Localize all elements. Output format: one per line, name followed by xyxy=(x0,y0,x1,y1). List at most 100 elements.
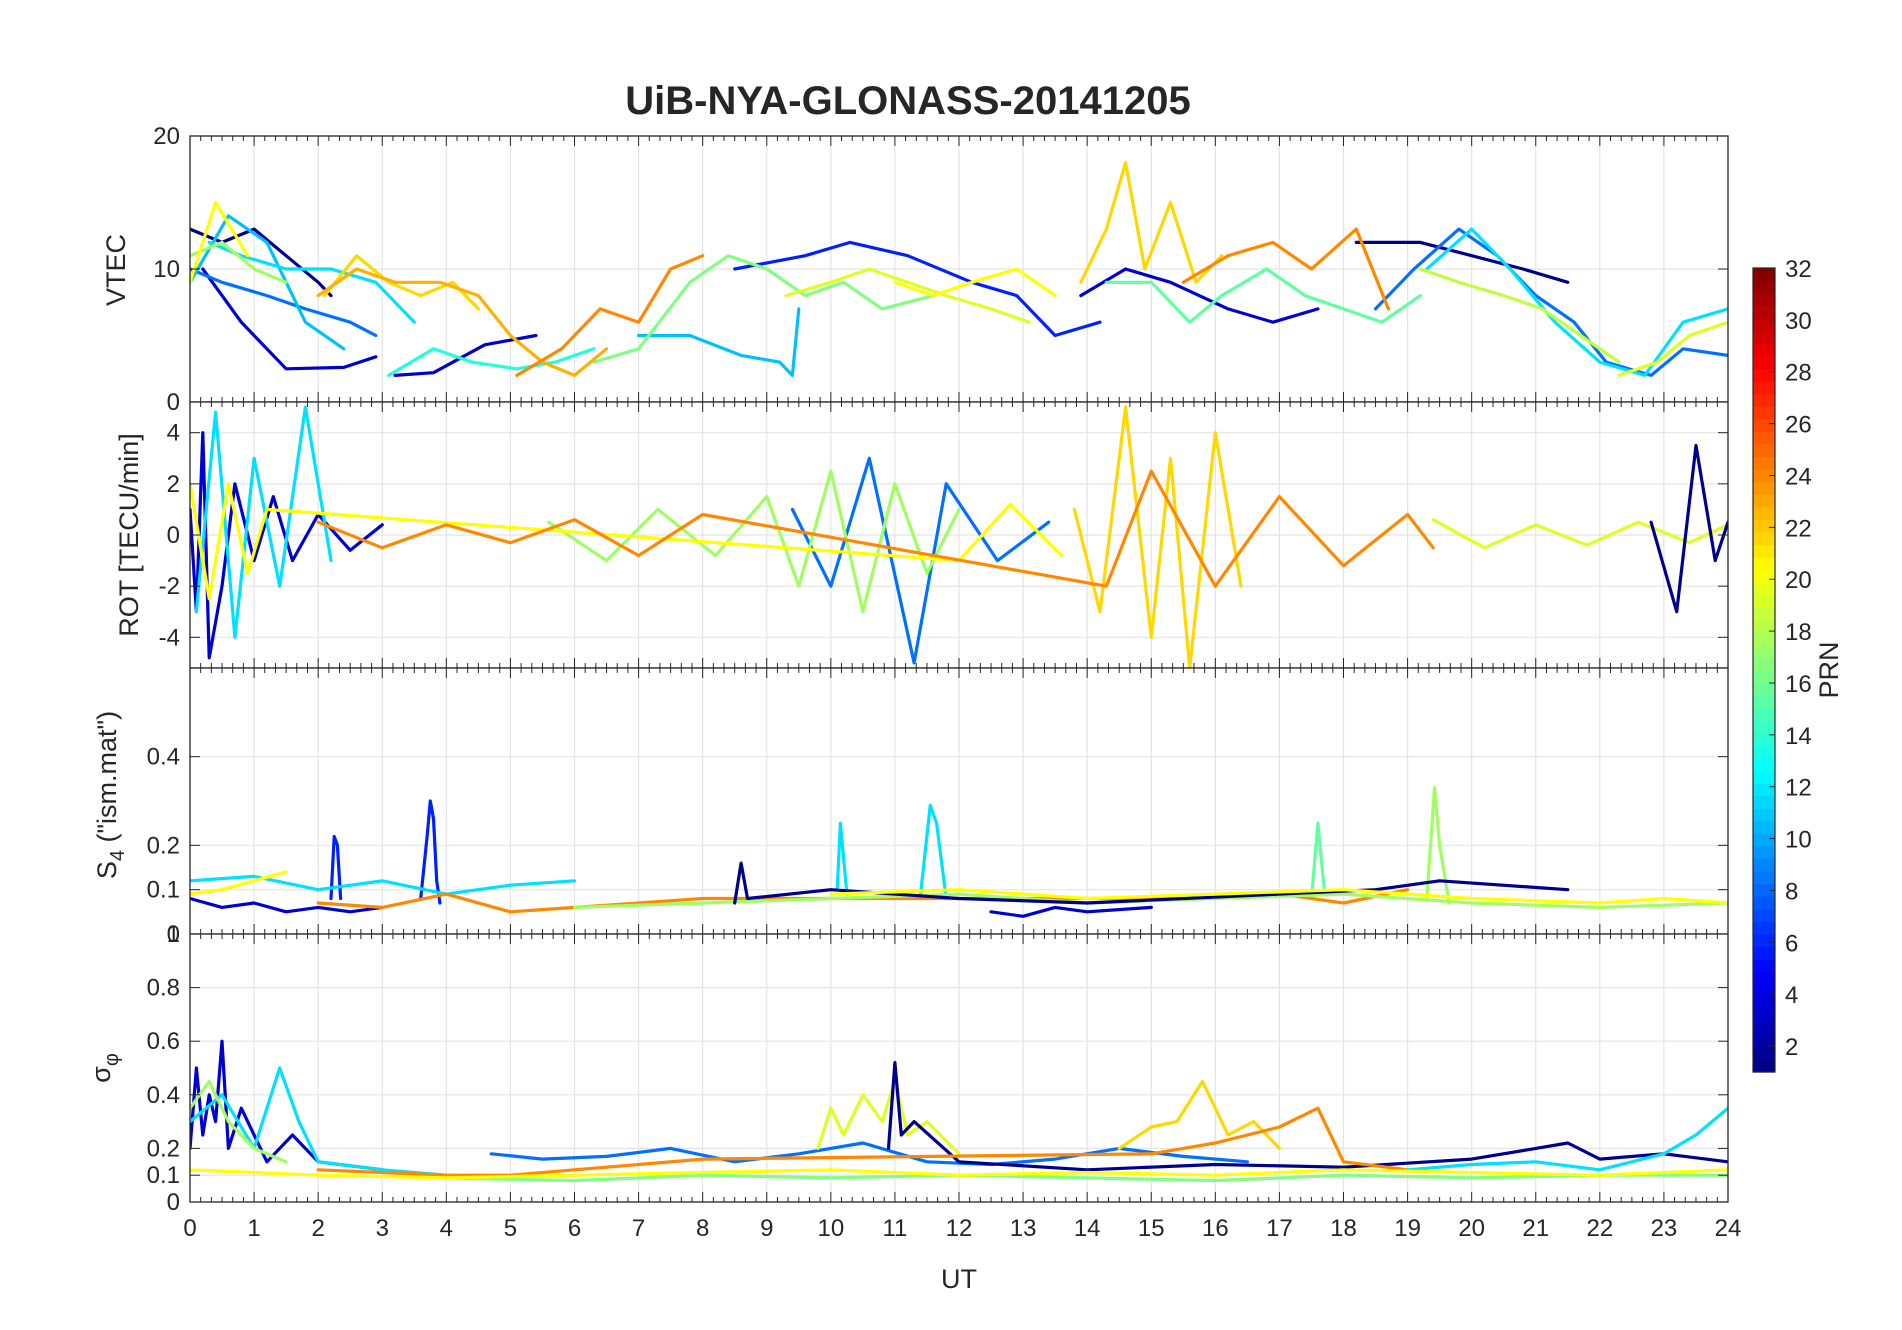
series-prn-24 xyxy=(316,469,1435,588)
x-tick-label: 6 xyxy=(568,1215,581,1242)
series-prn-21 xyxy=(190,1168,1728,1180)
y-tick-label: 10 xyxy=(153,256,180,283)
series-prn-5 xyxy=(419,799,442,905)
y-tick-label: 0.1 xyxy=(147,1162,180,1189)
y-tick-label: -2 xyxy=(159,573,180,600)
series-prn-18 xyxy=(190,1079,288,1164)
colorbar-segment xyxy=(1753,695,1775,709)
colorbar-segment xyxy=(1753,494,1775,508)
colorbar-segment xyxy=(1753,431,1775,445)
colorbar-segment xyxy=(1753,293,1775,307)
colorbar-tick-label: 8 xyxy=(1785,878,1798,905)
y-tick-label: 0.4 xyxy=(147,1082,180,1109)
colorbar-segment xyxy=(1753,330,1775,344)
colorbar-segment xyxy=(1753,368,1775,382)
colorbar-tick-label: 6 xyxy=(1785,930,1798,957)
series-group xyxy=(190,405,1728,668)
colorbar-tick-label: 4 xyxy=(1785,982,1798,1009)
x-ticks xyxy=(189,402,1729,668)
series-prn-11 xyxy=(636,307,801,377)
y-tick-label: 0.6 xyxy=(147,1028,180,1055)
colorbar-segment xyxy=(1753,607,1775,621)
x-tick-label: 21 xyxy=(1522,1215,1549,1242)
y-tick-label: -4 xyxy=(159,624,180,651)
panel-ROT: -4 -2 0 2 4 ROT [TECU/min] xyxy=(114,401,1729,669)
colorbar-segment xyxy=(1753,1009,1775,1023)
x-tick-label: 8 xyxy=(696,1215,709,1242)
colorbar-segment xyxy=(1753,481,1775,495)
y-tick-label: 0 xyxy=(167,1189,180,1216)
series-prn-3 xyxy=(989,905,1153,918)
colorbar-segment xyxy=(1753,732,1775,746)
x-ticks xyxy=(189,934,1729,1202)
series-prn-12 xyxy=(1425,227,1728,377)
series-prn-21 xyxy=(190,482,1064,601)
y-tick-label: 2 xyxy=(167,471,180,498)
colorbar-segment xyxy=(1753,506,1775,520)
y-axis-label: S4 ("ism.mat") xyxy=(92,711,129,879)
series-prn-16 xyxy=(1309,821,1326,901)
y-ticks: -4 -2 0 2 4 xyxy=(159,420,1728,651)
colorbar-segment xyxy=(1753,1021,1775,1035)
series-prn-19 xyxy=(1418,267,1621,364)
colorbar-segment xyxy=(1753,1046,1775,1061)
series-prn-21 xyxy=(190,870,288,896)
x-tick-label: 11 xyxy=(882,1215,907,1242)
series-prn-1 xyxy=(190,227,333,298)
x-tick-label: 16 xyxy=(1202,1215,1229,1242)
series-prn-18 xyxy=(1425,786,1451,905)
series-prn-8 xyxy=(190,267,378,338)
colorbar-segment xyxy=(1753,531,1775,545)
series-prn-18 xyxy=(547,469,961,614)
colorbar-segment xyxy=(1753,996,1775,1010)
series-prn-12 xyxy=(1405,1106,1728,1172)
x-tick-label: 3 xyxy=(376,1215,389,1242)
colorbar-segment xyxy=(1753,971,1775,985)
colorbar-tick-label: 28 xyxy=(1785,360,1812,387)
series-prn-17 xyxy=(592,254,936,364)
x-tick-label: 14 xyxy=(1074,1215,1101,1242)
colorbar-segment xyxy=(1753,544,1775,558)
series-group xyxy=(190,1039,1728,1183)
colorbar-segment xyxy=(1753,268,1775,282)
x-axis-label: UT xyxy=(941,1264,977,1294)
colorbar-segment xyxy=(1753,519,1775,533)
colorbar-segment xyxy=(1753,456,1775,470)
colorbar-segment xyxy=(1753,393,1775,407)
colorbar-segment xyxy=(1753,883,1775,897)
colorbar-tick-label: 26 xyxy=(1785,412,1812,439)
colorbar-segment xyxy=(1753,720,1775,734)
x-tick-label: 4 xyxy=(440,1215,453,1242)
colorbar-segment xyxy=(1753,355,1775,370)
series-prn-21 xyxy=(190,200,250,284)
colorbar-segment xyxy=(1753,1059,1775,1073)
x-tick-label: 7 xyxy=(632,1215,645,1242)
x-tick-label: 20 xyxy=(1458,1215,1485,1242)
series-prn-5 xyxy=(329,834,343,901)
series-prn-8 xyxy=(790,456,1051,665)
y-axis-label-rest: ("ism.mat") xyxy=(92,711,122,850)
colorbar-segment xyxy=(1753,305,1775,319)
series-prn-20 xyxy=(1617,320,1728,377)
y-axis-label-main: S xyxy=(92,861,122,879)
series-prn-23 xyxy=(316,267,609,377)
y-tick-label: 0.4 xyxy=(147,744,180,771)
colorbar-segment xyxy=(1753,406,1775,420)
y-ticks: 00.10.20.40.60.81 xyxy=(147,921,1728,1216)
colorbar-segment xyxy=(1753,984,1775,998)
colorbar-segment xyxy=(1753,820,1775,834)
y-axis-label: σφ xyxy=(86,1053,123,1083)
panel-S4: 0 0.1 0.2 0.4 S4 ("ism.mat") xyxy=(92,667,1729,948)
x-tick-label: 10 xyxy=(817,1215,844,1242)
colorbar-segment xyxy=(1753,833,1775,847)
figure-title: UiB-NYA-GLONASS-20141205 xyxy=(625,79,1190,123)
series-prn-22 xyxy=(1079,161,1224,284)
x-tick-label: 2 xyxy=(311,1215,324,1242)
x-tick-label: 24 xyxy=(1715,1215,1742,1242)
x-tick-label: 18 xyxy=(1330,1215,1357,1242)
y-ticks: 0 0.1 0.2 0.4 xyxy=(147,744,1728,948)
x-tick-label: 9 xyxy=(760,1215,773,1242)
colorbar-tick-label: 32 xyxy=(1785,256,1812,283)
